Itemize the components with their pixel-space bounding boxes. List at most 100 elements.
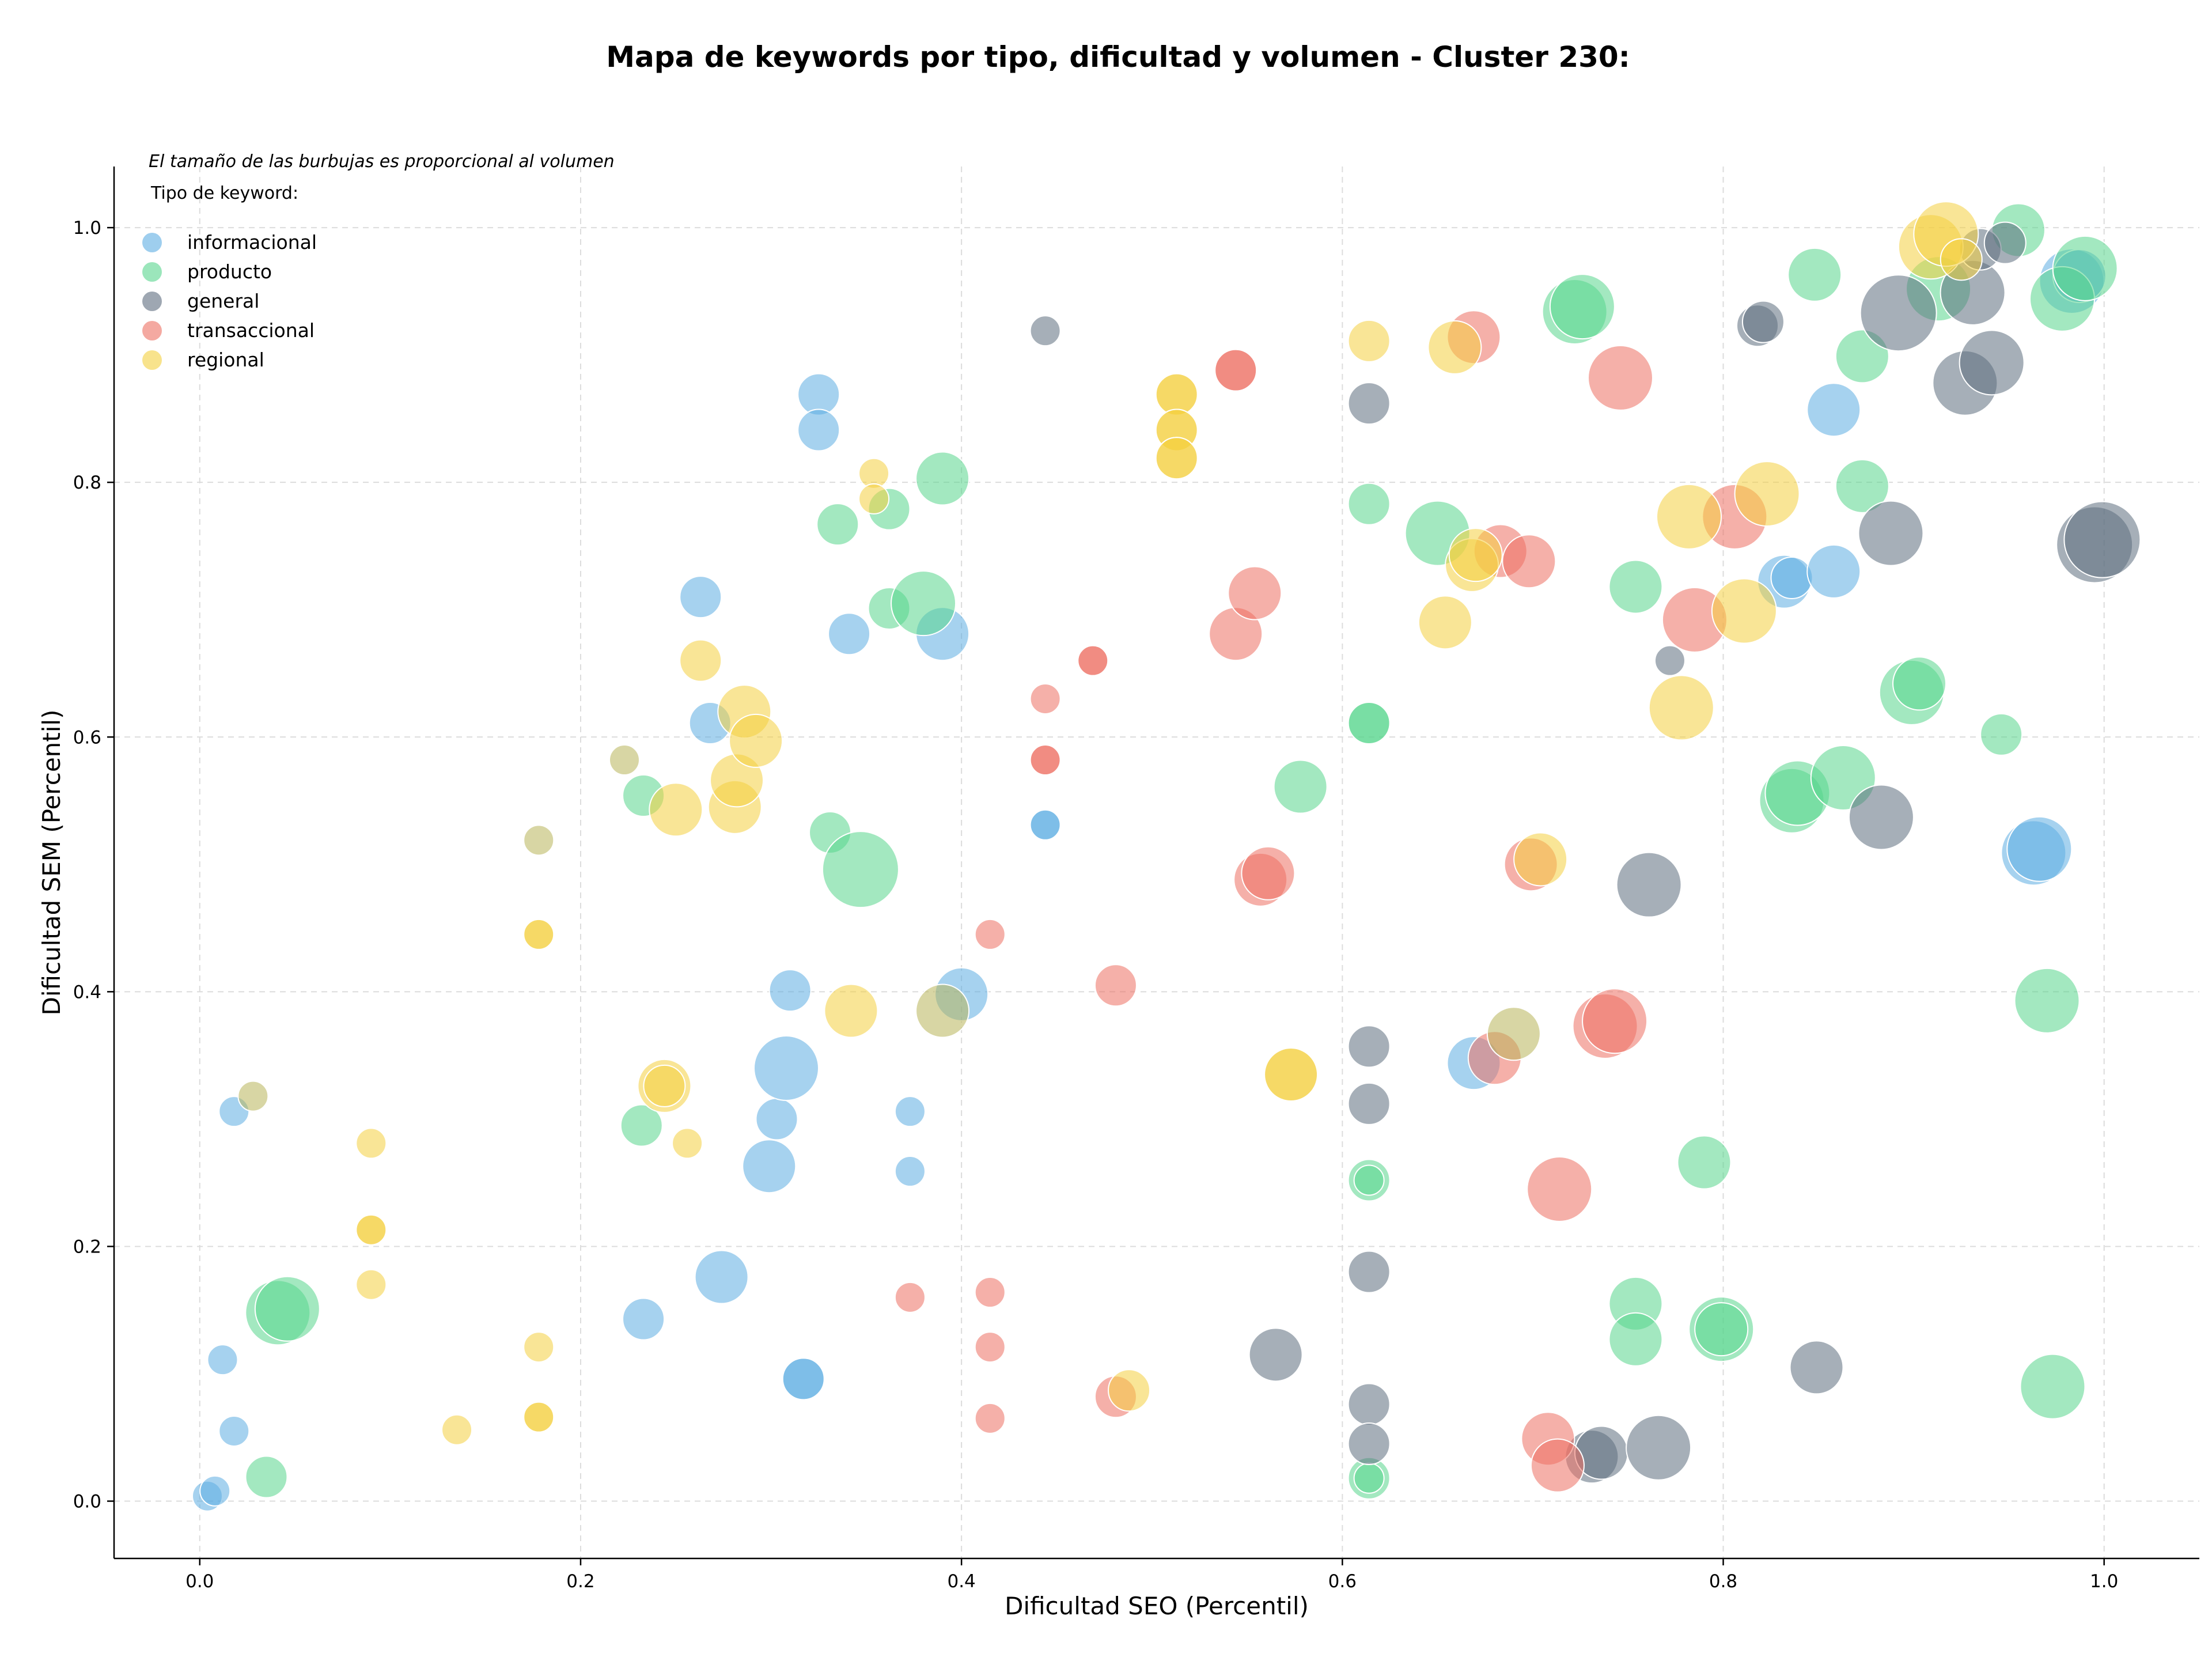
bubble-point [672, 1127, 703, 1159]
bubble-point [441, 1414, 473, 1446]
bubble-point [1228, 566, 1282, 620]
bubble-point [974, 1402, 1006, 1434]
bubble-point [824, 983, 878, 1038]
y-tick-label: 1.0 [73, 218, 101, 239]
bubble-point [1347, 1082, 1391, 1125]
bubble-point [523, 918, 555, 950]
bubble-point [894, 1096, 926, 1127]
bubble-point [1427, 320, 1482, 374]
bubble-point [1353, 1164, 1385, 1196]
bubble-point [1347, 382, 1391, 425]
bubble-point [894, 1156, 926, 1187]
bubble-point [649, 782, 703, 837]
bubble-point [797, 408, 840, 452]
bubble-point [1789, 1340, 1844, 1395]
x-tick-label: 1.0 [2090, 1571, 2118, 1592]
legend-marker [142, 292, 162, 311]
bubble-point [1155, 437, 1198, 480]
legend-marker [142, 321, 162, 340]
bubble-point [679, 576, 722, 619]
series-regional [355, 201, 1983, 1446]
bubble-point [1029, 809, 1061, 841]
bubble-point [622, 1297, 665, 1341]
bubble-point [1616, 852, 1682, 918]
bubble-point [1770, 556, 1813, 599]
y-tick-label: 0.8 [73, 472, 101, 493]
legend-label-regional: regional [187, 349, 264, 371]
bubble-point [1094, 964, 1137, 1007]
bubble-point [608, 744, 640, 776]
bubble-point [1273, 759, 1328, 814]
bubble-point [1983, 221, 2027, 264]
legend-label-producto: producto [187, 260, 272, 283]
bubble-point [753, 1035, 819, 1101]
axis-ticks: 0.0 0.2 0.4 0.6 0.8 1.0 0.0 0.2 0.4 0.6 0.8 1.0 [73, 218, 2119, 1592]
bubble-point [1077, 645, 1109, 676]
bubble-point [858, 483, 890, 514]
bubbles-layer [191, 201, 2141, 1512]
series-other [237, 744, 1541, 1112]
bubble-point [355, 1214, 387, 1246]
bubble-point [1347, 1025, 1391, 1068]
x-tick-label: 0.0 [185, 1571, 214, 1592]
bubble-point [1248, 1327, 1303, 1382]
bubble-point [523, 1401, 555, 1433]
bubble-point [894, 1281, 926, 1313]
bubble-point [355, 1127, 387, 1159]
bubble-point [1347, 319, 1391, 362]
bubble-point [1892, 656, 1947, 711]
bubble-point [2063, 501, 2141, 578]
legend-label-general: general [187, 290, 259, 312]
bubble-point [816, 503, 859, 546]
bubble-point [821, 831, 899, 909]
legend-marker [142, 262, 162, 282]
x-tick-label: 0.2 [566, 1571, 594, 1592]
bubble-point [1787, 247, 1842, 302]
bubble-point [1029, 683, 1061, 714]
bubble-point [1347, 1250, 1391, 1293]
y-tick-label: 0.2 [73, 1236, 101, 1257]
bubble-size-note: El tamaño de las burbujas es proporciona… [149, 152, 615, 172]
legend-marker [142, 233, 162, 252]
bubble-point [1347, 1383, 1391, 1426]
legend-label-transaccional: transaccional [187, 319, 315, 342]
bubble-point [974, 918, 1006, 950]
bubble-point [245, 1455, 288, 1499]
bubble-point [2020, 1353, 2086, 1420]
bubble-point [1711, 578, 1777, 644]
bubble-point [974, 1277, 1006, 1308]
bubble-point [1806, 383, 1861, 437]
bubble-point [679, 639, 722, 682]
bubble-point [620, 1104, 663, 1147]
legend-title: Tipo de keyword: [150, 183, 298, 203]
bubble-point [1582, 988, 1648, 1054]
bubble-point [1858, 500, 1924, 566]
bubble-point [2014, 967, 2080, 1034]
legend: El tamaño de las burbujas es proporciona… [142, 152, 615, 371]
bubble-point [1241, 846, 1296, 901]
bubble-point [254, 1276, 320, 1342]
bubble-point [2006, 816, 2073, 882]
bubble-point [694, 1250, 749, 1304]
bubble-point [974, 1331, 1006, 1363]
bubble-point [1418, 595, 1472, 650]
bubble-point [755, 1098, 798, 1141]
bubble-point [1502, 534, 1556, 589]
bubble-point [1549, 274, 1615, 340]
bubble-point [1734, 461, 1800, 527]
bubble-point [1806, 544, 1861, 599]
bubble-point [1656, 483, 1722, 550]
bubble-point [1980, 713, 2023, 756]
bubble-point [1608, 559, 1663, 614]
bubble-point [1347, 701, 1391, 744]
bubble-point [1859, 274, 1937, 352]
series-informacional [191, 248, 2107, 1512]
bubble-point [1353, 1462, 1385, 1494]
bubble-point [1527, 1156, 1593, 1222]
bubble-point [1587, 345, 1653, 411]
x-tick-label: 0.6 [1328, 1571, 1357, 1592]
series-producto [245, 203, 2118, 1500]
bubble-point [1940, 238, 1983, 281]
bubble-point [1029, 315, 1061, 347]
chart-title: Mapa de keywords por tipo, dificultad y … [606, 40, 1630, 74]
